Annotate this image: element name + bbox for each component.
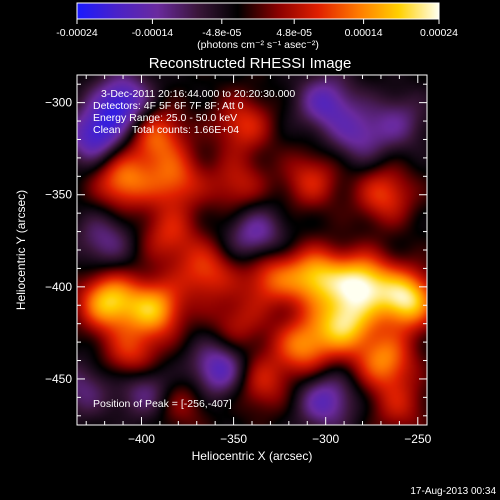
annotation-energy: Energy Range: 25.0 - 50.0 keV [93, 112, 237, 124]
colorbar-tick-label: -4.8e-05 [202, 27, 241, 39]
annotation-peak: Position of Peak = [-256,-407] [93, 398, 232, 410]
x-tick-label: −350 [220, 432, 247, 446]
colorbar: -0.00024 -0.00014 -4.8e-05 4.8e-05 0.00014 0.… [56, 2, 458, 51]
annotation-clean: Clean Total counts: 1.66E+04 [93, 124, 239, 136]
axis-ticks [77, 75, 427, 425]
x-tick-label: −250 [404, 432, 431, 446]
plot-area: 3-Dec-2011 20:16:44.000 to 20:20:30.000 … [76, 74, 428, 426]
heatmap-image-holder [77, 75, 427, 425]
y-tick-label: −300 [45, 96, 72, 110]
footer-date: 17-Aug-2013 00:34 [410, 486, 496, 497]
x-tick-label: −300 [312, 432, 339, 446]
colorbar-bar [76, 2, 440, 20]
chart-title: Reconstructed RHESSI Image [149, 55, 352, 72]
annotation-detectors: Detectors: 4F 5F 6F 7F 8F; Att 0 [93, 100, 244, 112]
y-tick-label: −450 [45, 372, 72, 386]
heatmap-image [77, 75, 427, 425]
y-tick-labels: −300 −350 −400 −450 [45, 96, 72, 386]
annotation-time: 3-Dec-2011 20:16:44.000 to 20:20:30.000 [101, 88, 295, 100]
y-axis-label: Heliocentric Y (arcsec) [14, 190, 28, 310]
colorbar-tick-label: -0.00014 [132, 27, 174, 39]
colorbar-tick-label: 4.8e-05 [276, 27, 312, 39]
colorbar-tick-label: 0.00024 [420, 27, 458, 39]
colorbar-unit-label: (photons cm⁻² s⁻¹ asec⁻²) [197, 39, 319, 51]
colorbar-tick-label: 0.00014 [345, 27, 383, 39]
x-axis-label: Heliocentric X (arcsec) [192, 449, 313, 463]
colorbar-ticks: -0.00024 -0.00014 -4.8e-05 4.8e-05 0.00014 0.… [56, 19, 458, 39]
x-tick-labels: −400 −350 −300 −250 [128, 432, 432, 446]
x-tick-label: −400 [128, 432, 155, 446]
y-tick-label: −350 [45, 188, 72, 202]
colorbar-tick-label: -0.00024 [56, 27, 98, 39]
annotation-block: 3-Dec-2011 20:16:44.000 to 20:20:30.000 … [93, 88, 295, 410]
y-tick-label: −400 [45, 280, 72, 294]
